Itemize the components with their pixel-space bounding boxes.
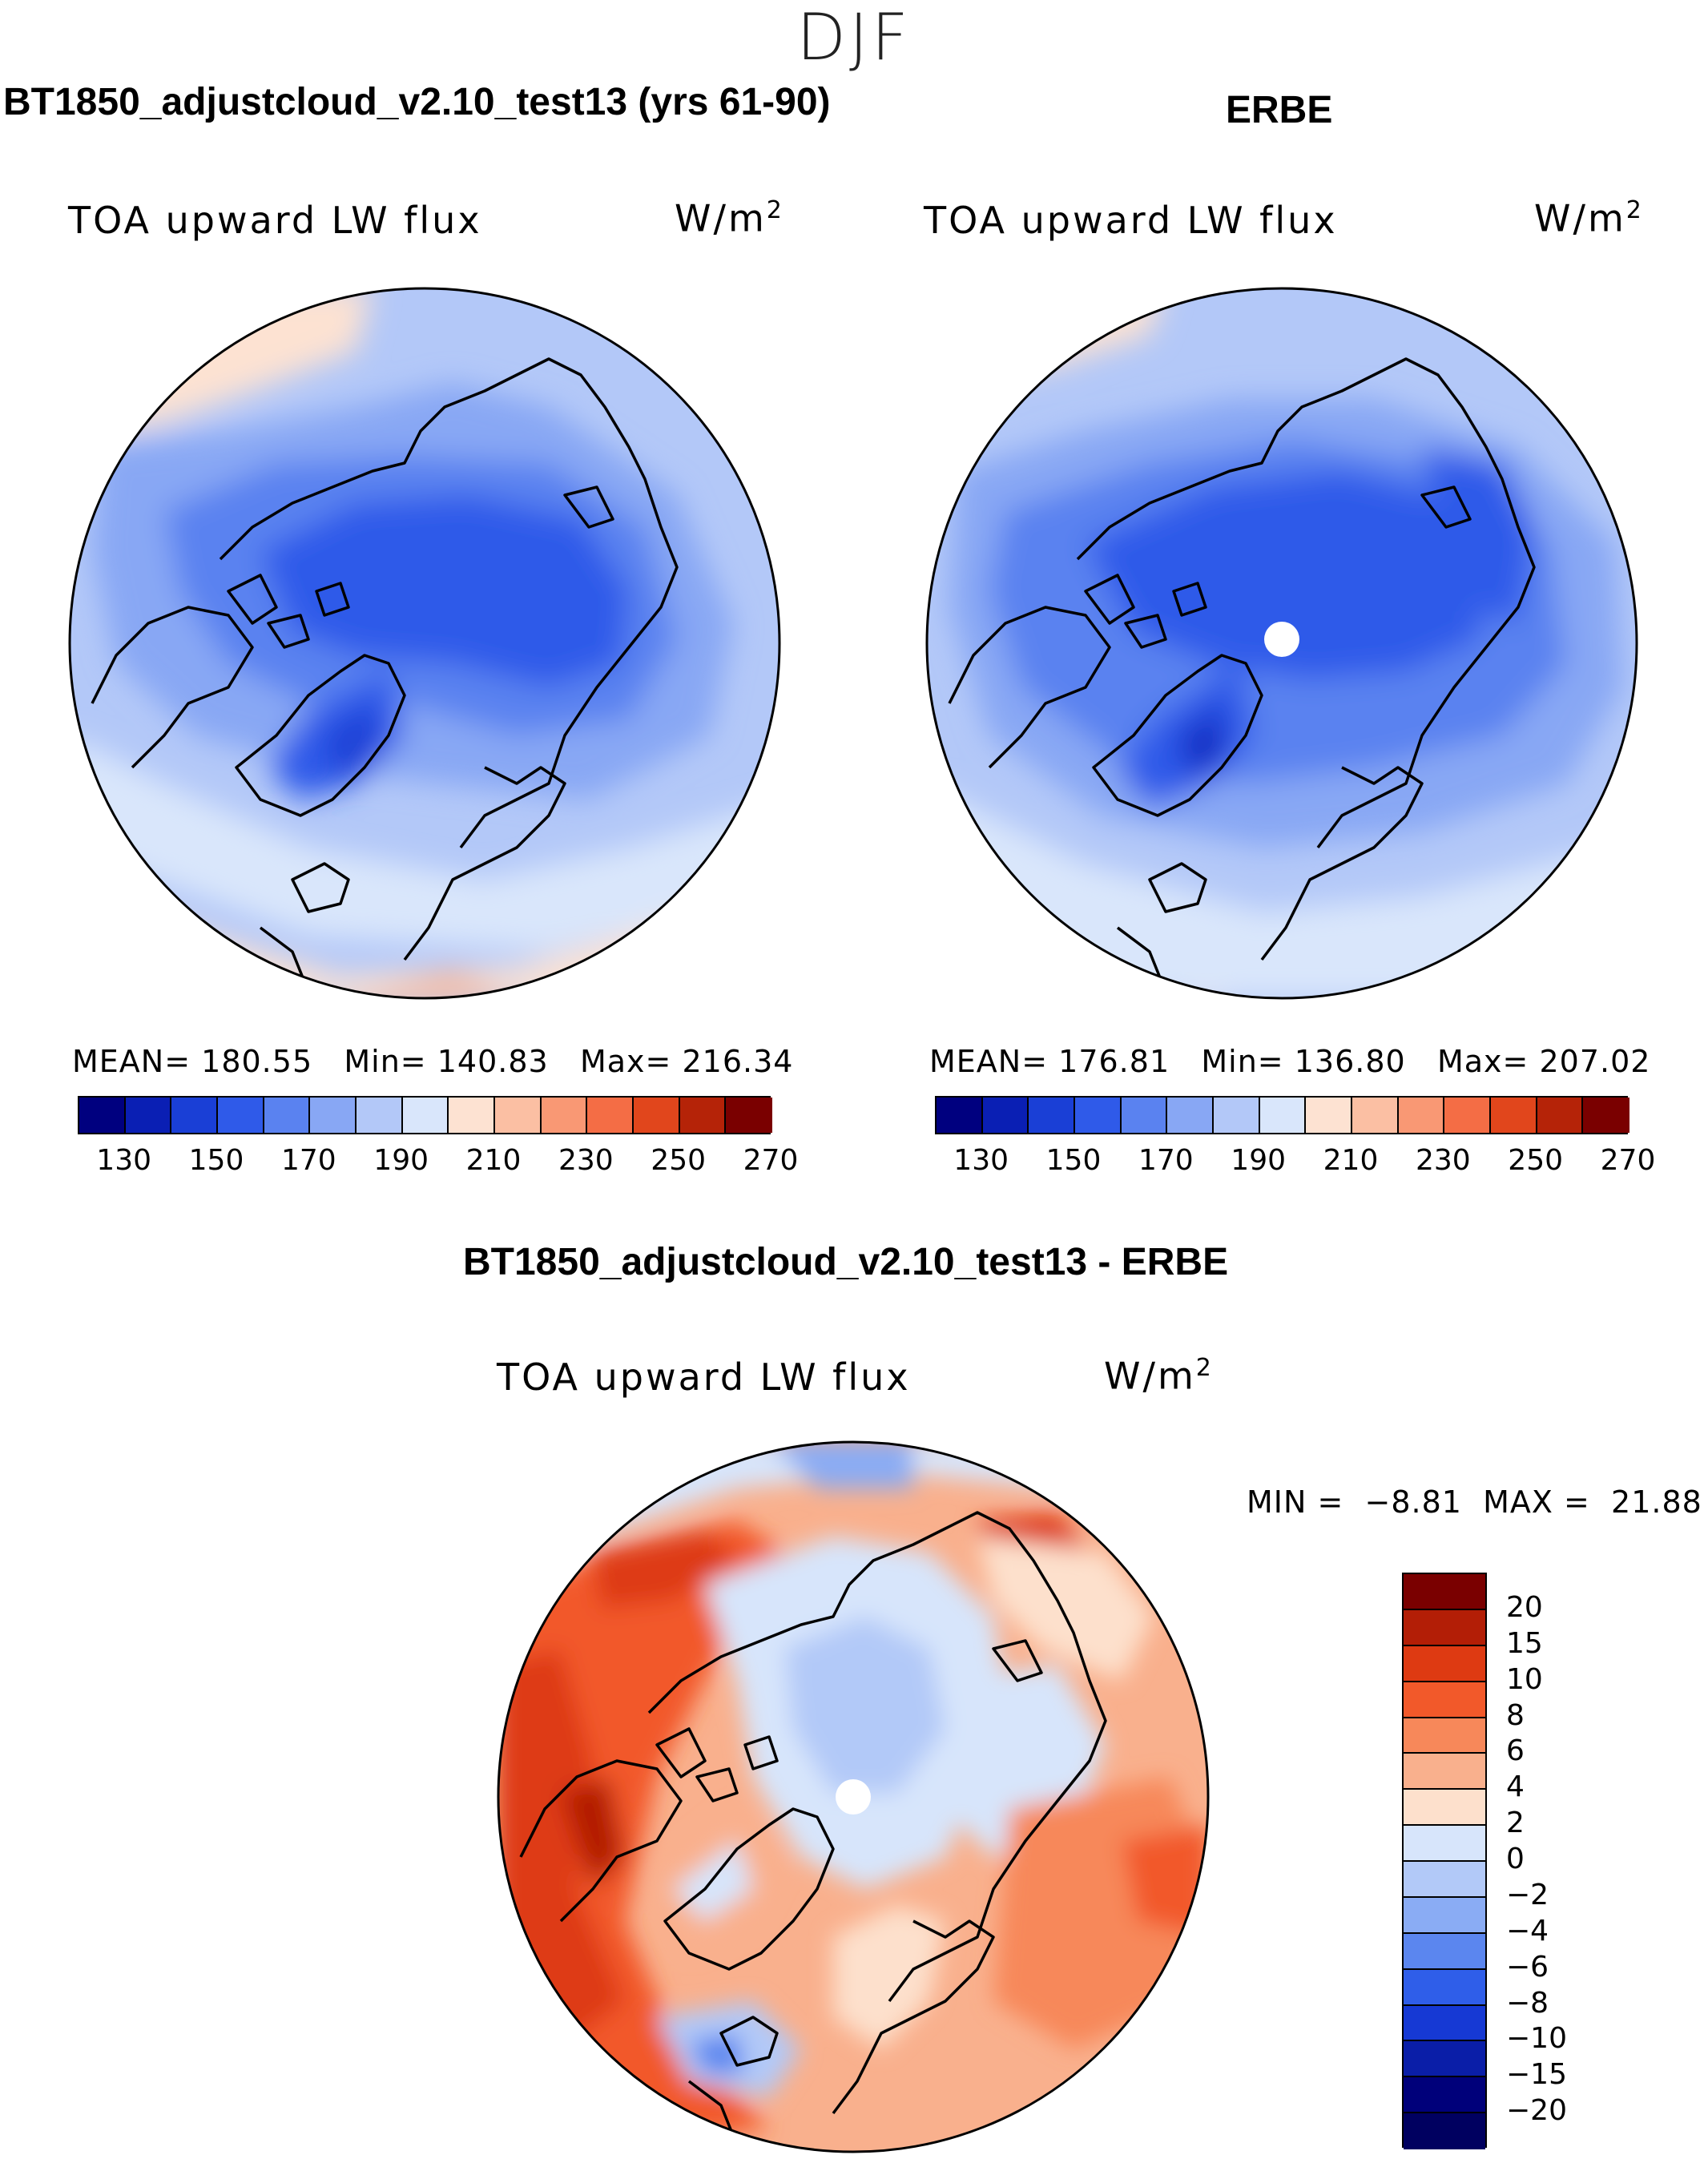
diff-colorbar-swatch xyxy=(1404,1790,1485,1827)
diff-colorbar-tick-label: −20 xyxy=(1506,2094,1567,2128)
diff-colorbar-tick-label: −4 xyxy=(1506,1914,1549,1948)
panel1-colorbar-swatch xyxy=(587,1098,634,1133)
panel2-colorbar-swatch xyxy=(1121,1098,1168,1133)
diff-colorbar-swatch xyxy=(1404,1969,1485,2006)
panel2-colorbar-swatch xyxy=(1075,1098,1122,1133)
panel2-colorbar-swatch xyxy=(1444,1098,1491,1133)
panel2-stats: MEAN= 176.81 Min= 136.80 Max= 207.02 xyxy=(929,1044,1651,1079)
panel2-colorbar-tick-label: 230 xyxy=(1415,1144,1471,1177)
diff-colorbar-tick-label: 4 xyxy=(1506,1770,1525,1804)
panel2-colorbar-tick-label: 250 xyxy=(1508,1144,1564,1177)
diff-colorbar-tick-label: 15 xyxy=(1506,1626,1543,1660)
panel1-colorbar-swatch xyxy=(726,1098,772,1133)
panel1-colorbar-tick-label: 130 xyxy=(96,1144,152,1177)
diff-colorbar-swatch xyxy=(1404,1862,1485,1898)
panel1-colorbar-swatch xyxy=(310,1098,357,1133)
panel1-colorbar-tick-label: 250 xyxy=(651,1144,707,1177)
diff-colorbar-tick-label: 0 xyxy=(1506,1843,1525,1875)
diff-panel-variable: TOA upward LW flux xyxy=(497,1355,911,1399)
panel2-colorbar-labels: 130 150 170 190 210 230 250 270 xyxy=(935,1144,1655,1184)
panel2-colorbar-swatch xyxy=(1352,1098,1399,1133)
diff-colorbar-tick-label: 6 xyxy=(1506,1734,1525,1768)
diff-colorbar-tick-label: 8 xyxy=(1506,1698,1525,1732)
diff-panel-units: W/m2 xyxy=(1104,1354,1214,1398)
diff-colorbar-swatch xyxy=(1404,1645,1485,1682)
panel1-colorbar-tick-label: 170 xyxy=(280,1144,336,1177)
diff-colorbar-tick-label: −8 xyxy=(1506,1986,1549,2020)
panel2-colorbar-swatch xyxy=(1306,1098,1352,1133)
panel2-colorbar-swatch xyxy=(1029,1098,1075,1133)
diff-colorbar-swatch xyxy=(1404,1933,1485,1970)
panel1-colorbar-tick-label: 230 xyxy=(558,1144,614,1177)
diff-colorbar xyxy=(1402,1573,1487,2149)
diff-colorbar-tick-label: −15 xyxy=(1506,2058,1567,2092)
panel2-colorbar-swatch xyxy=(1537,1098,1584,1133)
panel2-title: ERBE xyxy=(1226,89,1333,131)
panel1-colorbar-swatch xyxy=(218,1098,264,1133)
panel2-colorbar-tick-label: 130 xyxy=(953,1144,1009,1177)
diff-panel-title: BT1850_adjustcloud_v2.10_test13 - ERBE xyxy=(463,1241,1229,1283)
panel2-polar-map xyxy=(925,287,1638,1000)
diff-colorbar-swatch xyxy=(1404,1826,1485,1862)
panel1-colorbar-swatch xyxy=(125,1098,172,1133)
panel2-colorbar-tick-label: 170 xyxy=(1138,1144,1194,1177)
panel2-colorbar-tick-label: 210 xyxy=(1323,1144,1379,1177)
panel1-units: W/m2 xyxy=(675,196,784,240)
panel2-colorbar-swatch xyxy=(1491,1098,1537,1133)
panel1-colorbar-tick-label: 210 xyxy=(465,1144,522,1177)
panel1-colorbar-swatch xyxy=(264,1098,311,1133)
panel1-colorbar-tick-label: 150 xyxy=(188,1144,244,1177)
diff-colorbar-swatch xyxy=(1404,2113,1485,2149)
panel2-variable: TOA upward LW flux xyxy=(924,199,1338,242)
diff-colorbar-swatch xyxy=(1404,2041,1485,2078)
panel2-colorbar-swatch xyxy=(982,1098,1029,1133)
diff-colorbar-tick-label: 2 xyxy=(1506,1807,1525,1840)
panel1-colorbar-swatch xyxy=(449,1098,495,1133)
panel1-colorbar-swatch xyxy=(357,1098,403,1133)
panel2-colorbar-swatch xyxy=(937,1098,983,1133)
diff-colorbar-tick-label: −2 xyxy=(1506,1878,1549,1911)
diff-colorbar-swatch xyxy=(1404,1574,1485,1610)
panel2-units: W/m2 xyxy=(1534,196,1644,240)
diff-colorbar-tick-label: −10 xyxy=(1506,2022,1567,2056)
diff-colorbar-labels: 20 15 10 8 6 4 2 0 −2 −4 −6 −8 −10 −15 −20 xyxy=(1506,1573,1602,2148)
panel2-colorbar-tick-label: 150 xyxy=(1045,1144,1102,1177)
diff-colorbar-swatch xyxy=(1404,1754,1485,1790)
panel1-title: BT1850_adjustcloud_v2.10_test13 (yrs 61-… xyxy=(3,81,831,123)
diff-polar-map xyxy=(497,1440,1210,2153)
diff-colorbar-swatch xyxy=(1404,1609,1485,1646)
panel1-variable: TOA upward LW flux xyxy=(68,199,482,242)
panel1-colorbar-tick-label: 270 xyxy=(743,1144,799,1177)
diff-colorbar-tick-label: −6 xyxy=(1506,1950,1549,1984)
diff-colorbar-swatch xyxy=(1404,1897,1485,1934)
panel1-colorbar xyxy=(78,1096,772,1134)
panel1-colorbar-swatch xyxy=(541,1098,588,1133)
panel1-colorbar-labels: 130 150 170 190 210 230 250 270 xyxy=(78,1144,798,1184)
panel1-colorbar-swatch xyxy=(79,1098,126,1133)
diff-colorbar-swatch xyxy=(1404,2005,1485,2042)
panel1-colorbar-swatch xyxy=(171,1098,218,1133)
diff-colorbar-swatch xyxy=(1404,1682,1485,1718)
panel1-colorbar-swatch xyxy=(634,1098,680,1133)
season-title: DJF xyxy=(796,0,912,75)
panel1-stats: MEAN= 180.55 Min= 140.83 Max= 216.34 xyxy=(72,1044,794,1079)
panel1-polar-map xyxy=(68,287,781,1000)
panel2-colorbar-swatch xyxy=(1259,1098,1307,1133)
panel2-colorbar-swatch xyxy=(1398,1098,1445,1133)
diff-colorbar-tick-label: 20 xyxy=(1506,1590,1543,1624)
panel2-colorbar-tick-label: 270 xyxy=(1600,1144,1656,1177)
panel2-colorbar-swatch xyxy=(1167,1098,1214,1133)
panel1-colorbar-swatch xyxy=(679,1098,727,1133)
panel2-colorbar-swatch xyxy=(1214,1098,1260,1133)
diff-minmax: MIN = −8.81 MAX = 21.88 xyxy=(1247,1484,1702,1520)
panel2-colorbar xyxy=(935,1096,1629,1134)
diff-colorbar-swatch xyxy=(1404,2077,1485,2114)
panel2-colorbar-tick-label: 190 xyxy=(1231,1144,1287,1177)
panel1-colorbar-swatch xyxy=(495,1098,542,1133)
panel2-colorbar-swatch xyxy=(1583,1098,1629,1133)
panel1-colorbar-swatch xyxy=(402,1098,449,1133)
diff-colorbar-tick-label: 10 xyxy=(1506,1662,1543,1696)
diff-colorbar-swatch xyxy=(1404,1718,1485,1754)
panel1-colorbar-tick-label: 190 xyxy=(373,1144,429,1177)
